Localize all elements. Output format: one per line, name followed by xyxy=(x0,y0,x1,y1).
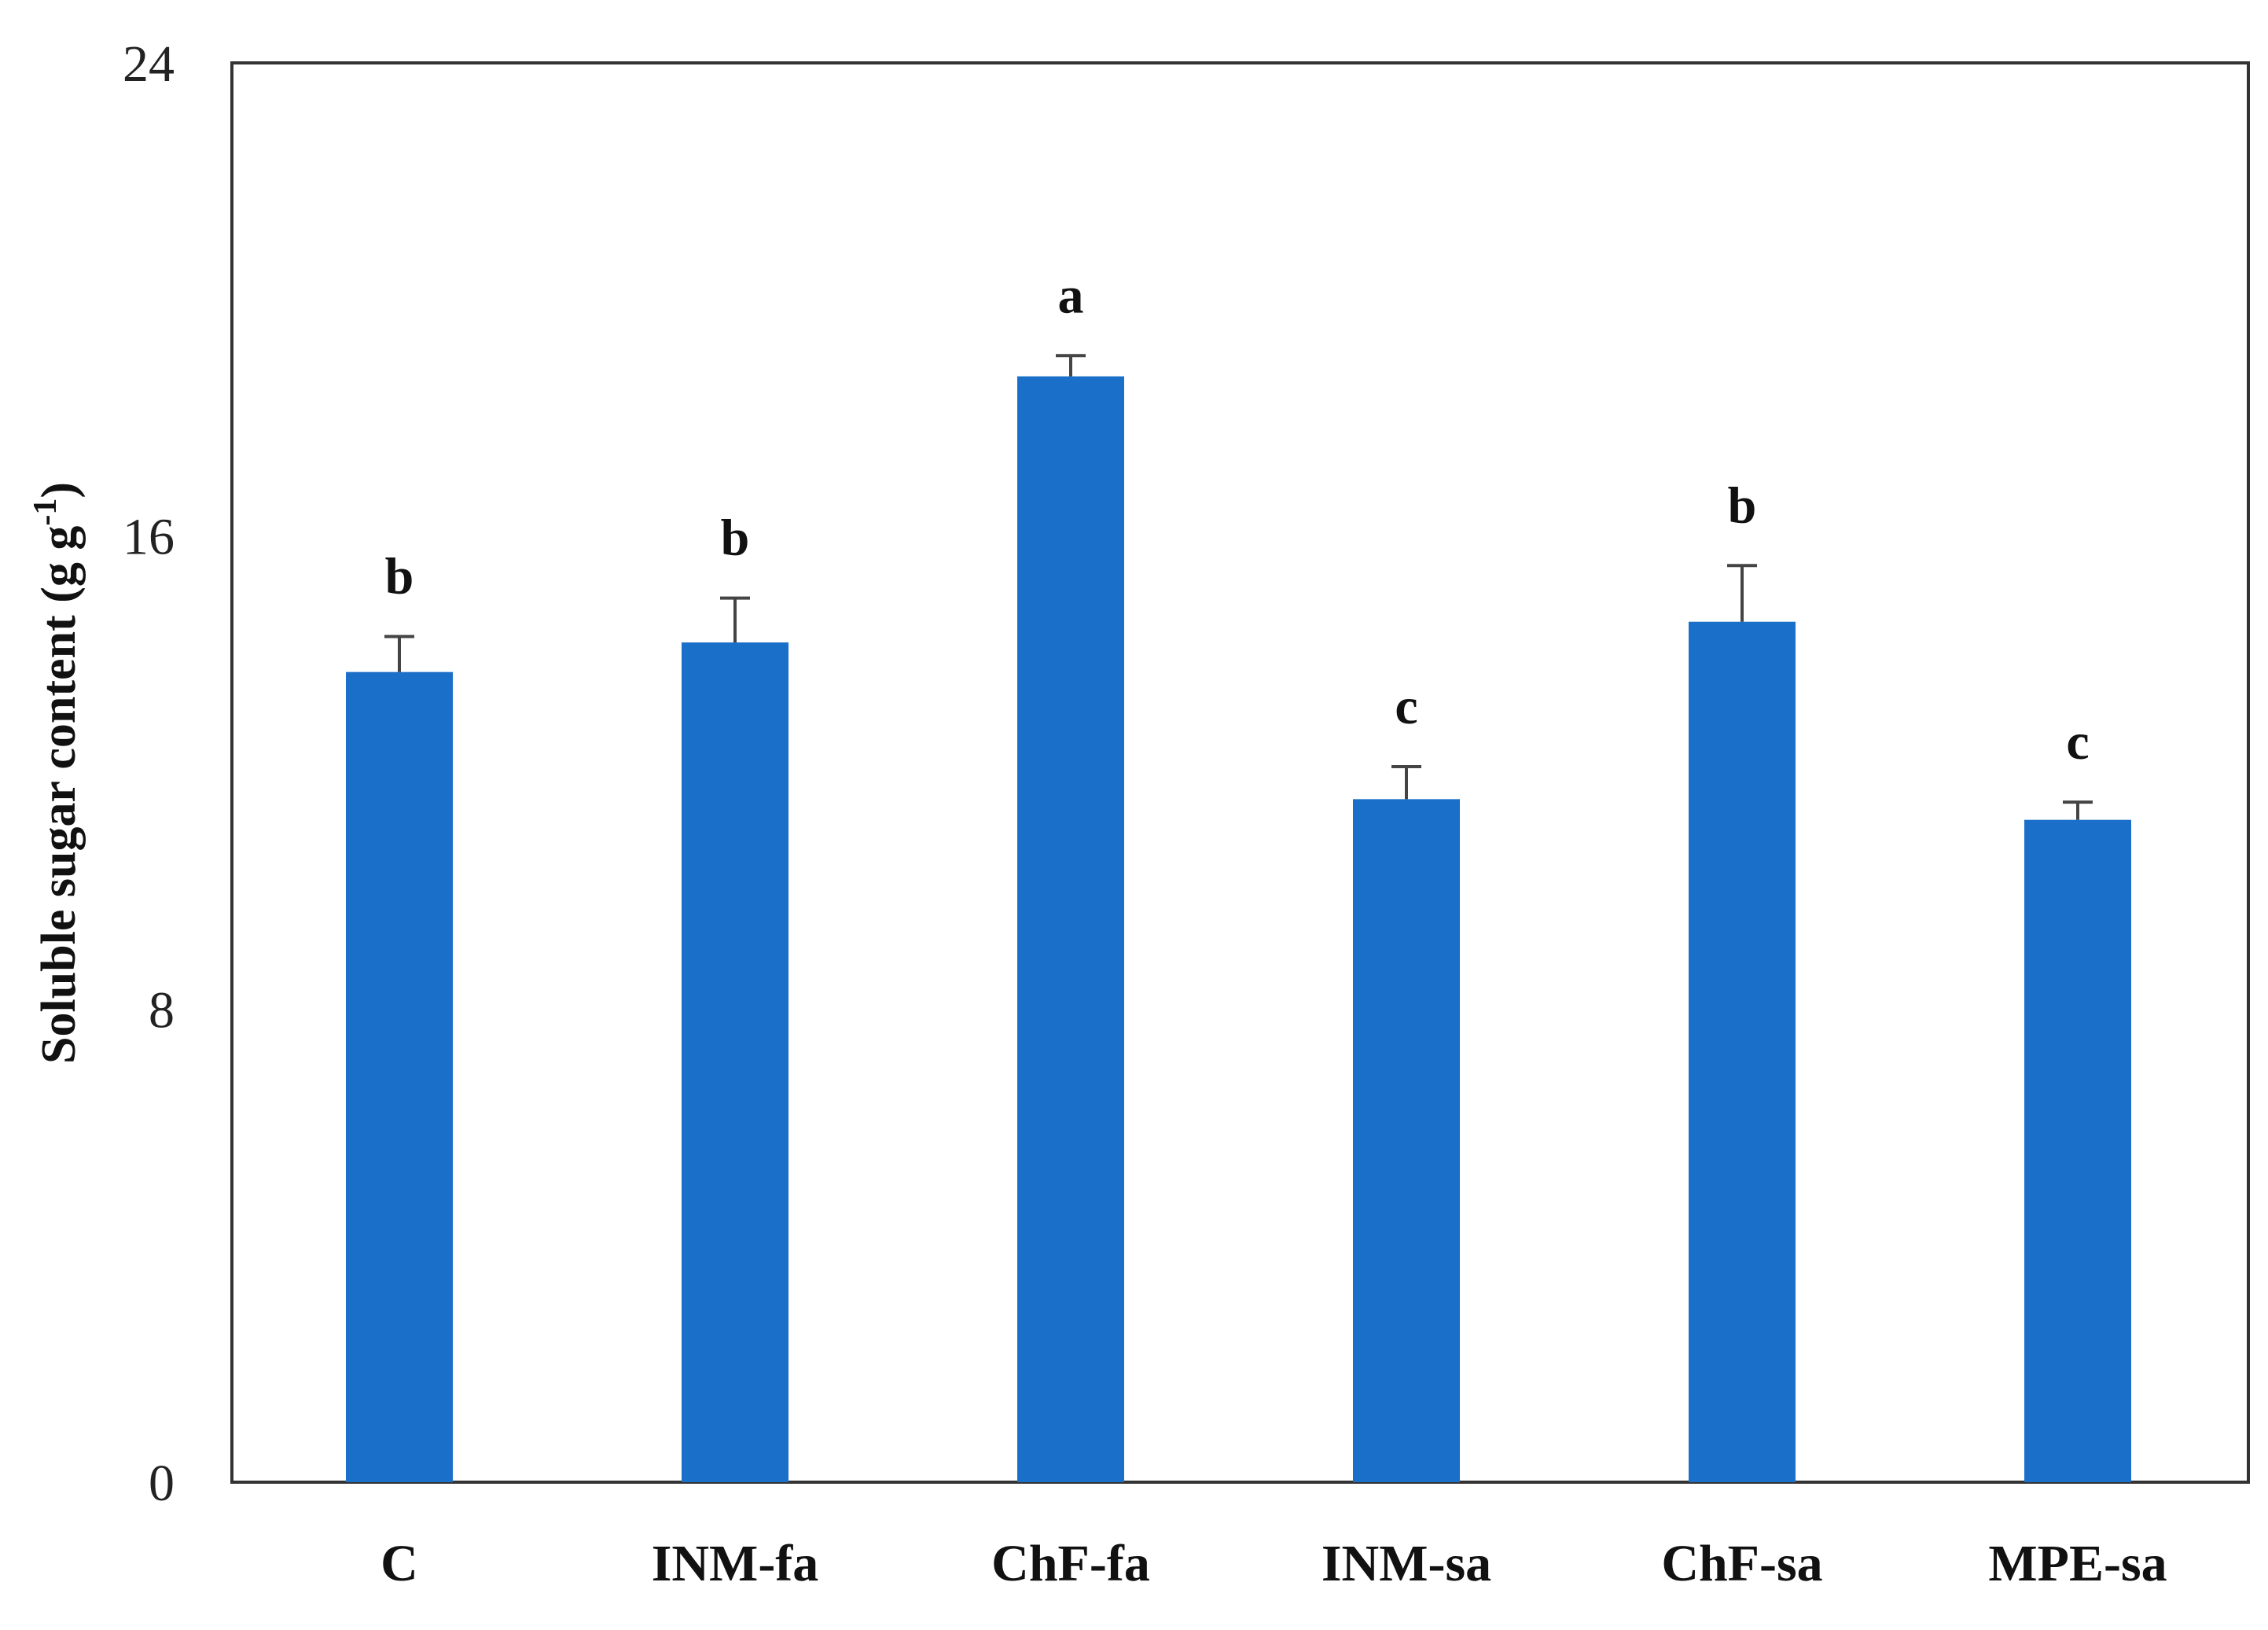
x-tick-ChF-fa: ChF-fa xyxy=(991,1535,1150,1592)
y-axis-label: Soluble sugar content (g g-1) xyxy=(28,482,86,1064)
y-axis-label-superscript: -1 xyxy=(28,499,64,526)
bars-layer xyxy=(346,376,2131,1483)
x-tick-ChF-sa: ChF-sa xyxy=(1661,1535,1822,1592)
bar-INM-fa xyxy=(682,642,788,1482)
bar-INM-sa xyxy=(1353,799,1460,1482)
x-tick-C: C xyxy=(380,1535,418,1592)
error-bars-layer xyxy=(384,354,2093,820)
plot-frame xyxy=(230,61,2250,1484)
y-tick-24: 24 xyxy=(123,35,175,93)
significance-labels-layer: b b a c b c xyxy=(385,267,2090,771)
significance-INM-sa: c xyxy=(1395,678,1417,735)
x-tick-INM-fa: INM-fa xyxy=(652,1535,819,1592)
significance-ChF-fa: a xyxy=(1058,267,1084,324)
bar-ChF-fa xyxy=(1017,376,1124,1483)
significance-C: b xyxy=(385,548,414,605)
y-tick-16: 16 xyxy=(123,509,175,566)
bar-C xyxy=(346,672,453,1483)
y-axis-label-suffix: ) xyxy=(32,482,86,499)
significance-MPE-sa: c xyxy=(2066,713,2089,771)
significance-INM-fa: b xyxy=(721,510,750,567)
x-axis-labels: C INM-fa ChF-fa INM-sa ChF-sa MPE-sa xyxy=(380,1535,2167,1592)
significance-ChF-sa: b xyxy=(1728,476,1757,534)
bar-MPE-sa xyxy=(2024,819,2131,1482)
x-tick-INM-sa: INM-sa xyxy=(1321,1535,1491,1592)
x-tick-MPE-sa: MPE-sa xyxy=(1988,1535,2167,1592)
bar-ChF-sa xyxy=(1689,621,1796,1482)
y-tick-8: 8 xyxy=(149,981,175,1039)
y-axis-ticks: 0 8 16 24 xyxy=(123,35,175,1512)
y-tick-0: 0 xyxy=(149,1455,175,1512)
